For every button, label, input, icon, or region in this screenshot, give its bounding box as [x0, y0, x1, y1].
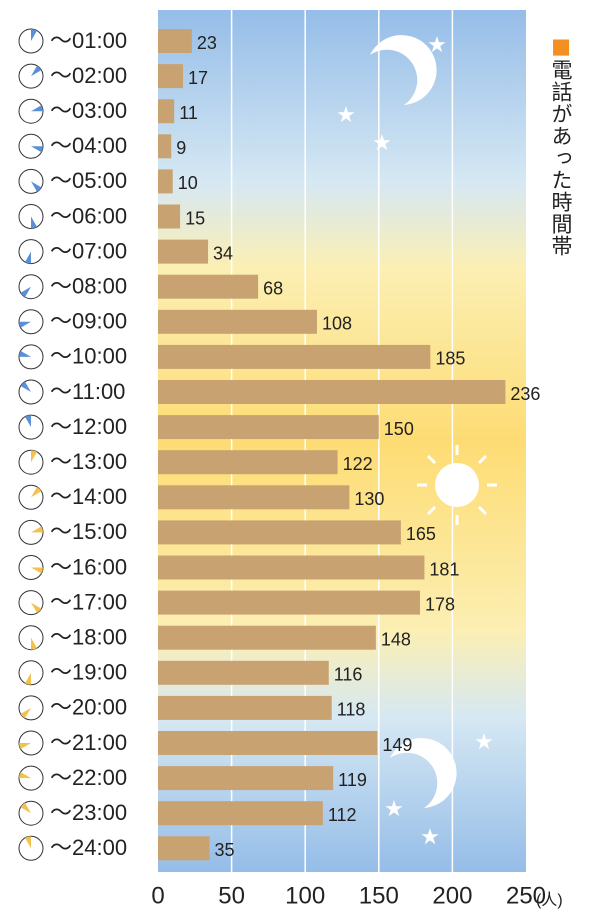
value-label: 35 [215, 840, 235, 860]
x-tick-label: 150 [359, 882, 399, 909]
svg-text:★: ★ [336, 102, 356, 127]
bar [158, 450, 338, 474]
bar [158, 626, 376, 650]
y-tick-label: 〜05:00 [50, 168, 127, 193]
value-label: 112 [328, 805, 357, 825]
chart: ★ ★ ★ ★ ★ ★ 050100150200250(人)〜01:0023〜0… [0, 0, 589, 919]
value-label: 9 [176, 138, 186, 158]
svg-text:★: ★ [384, 796, 404, 821]
value-label: 149 [382, 735, 412, 755]
svg-text:★: ★ [420, 824, 440, 849]
value-label: 122 [343, 454, 373, 474]
y-tick-label: 〜10:00 [50, 344, 127, 369]
y-tick-label: 〜15:00 [50, 519, 127, 544]
bar [158, 205, 180, 229]
bar [158, 380, 505, 404]
y-tick-label: 〜13:00 [50, 449, 127, 474]
y-tick-label: 〜01:00 [50, 28, 127, 53]
bar [158, 99, 174, 123]
value-label: 150 [384, 419, 414, 439]
value-label: 181 [429, 559, 459, 579]
chart-title: 電話があった時間帯 [549, 59, 573, 257]
bar [158, 556, 424, 580]
bar [158, 520, 401, 544]
bar [158, 29, 192, 53]
bar [158, 485, 349, 509]
value-label: 108 [322, 314, 352, 334]
y-tick-label: 〜14:00 [50, 484, 127, 509]
value-label: 130 [354, 489, 384, 509]
bar [158, 696, 332, 720]
svg-text:★: ★ [427, 32, 447, 57]
bar [158, 134, 171, 158]
y-tick-label: 〜11:00 [50, 379, 125, 404]
y-tick-label: 〜04:00 [50, 133, 127, 158]
x-tick-label: 200 [432, 882, 472, 909]
y-tick-label: 〜23:00 [50, 800, 127, 825]
y-tick-label: 〜08:00 [50, 274, 127, 299]
y-tick-label: 〜24:00 [50, 835, 127, 860]
value-label: 15 [185, 208, 205, 228]
bar [158, 836, 210, 860]
bar [158, 64, 183, 88]
value-label: 17 [188, 68, 208, 88]
y-tick-label: 〜09:00 [50, 309, 127, 334]
value-label: 178 [425, 594, 455, 614]
y-tick-label: 〜21:00 [50, 730, 127, 755]
x-tick-label: 100 [285, 882, 325, 909]
bar [158, 801, 323, 825]
bar [158, 345, 430, 369]
value-label: 185 [435, 349, 465, 369]
bar [158, 661, 329, 685]
figure: ★ ★ ★ ★ ★ ★ 050100150200250(人)〜01:0023〜0… [0, 0, 589, 919]
bar [158, 310, 317, 334]
x-unit: (人) [536, 891, 563, 909]
bar [158, 766, 333, 790]
y-tick-label: 〜12:00 [50, 414, 127, 439]
bar [158, 240, 208, 264]
bar [158, 731, 377, 755]
value-label: 118 [337, 700, 366, 720]
value-label: 148 [381, 629, 411, 649]
y-tick-label: 〜16:00 [50, 554, 127, 579]
value-label: 23 [197, 33, 217, 53]
bar [158, 275, 258, 299]
y-tick-label: 〜22:00 [50, 765, 127, 790]
value-label: 119 [338, 770, 367, 790]
y-tick-label: 〜19:00 [50, 660, 127, 685]
x-tick-label: 0 [151, 882, 164, 909]
y-tick-label: 〜17:00 [50, 589, 127, 614]
x-tick-label: 50 [218, 882, 245, 909]
svg-text:★: ★ [474, 729, 494, 754]
y-tick-label: 〜03:00 [50, 98, 127, 123]
y-tick-label: 〜02:00 [50, 63, 127, 88]
y-tick-label: 〜18:00 [50, 625, 127, 650]
title-marker: ■ [549, 34, 573, 59]
value-label: 34 [213, 243, 233, 263]
svg-text:★: ★ [372, 130, 392, 155]
value-label: 116 [334, 665, 363, 685]
value-label: 236 [510, 384, 540, 404]
value-label: 10 [178, 173, 198, 193]
y-tick-label: 〜06:00 [50, 203, 127, 228]
value-label: 11 [179, 103, 198, 123]
chart-title-wrap: ■電話があった時間帯 [546, 34, 576, 257]
y-tick-label: 〜20:00 [50, 695, 127, 720]
value-label: 68 [263, 278, 283, 298]
bar [158, 591, 420, 615]
page: ★ ★ ★ ★ ★ ★ 050100150200250(人)〜01:0023〜0… [0, 0, 589, 919]
bar [158, 169, 173, 193]
value-label: 165 [406, 524, 436, 544]
bar [158, 415, 379, 439]
y-tick-label: 〜07:00 [50, 238, 127, 263]
